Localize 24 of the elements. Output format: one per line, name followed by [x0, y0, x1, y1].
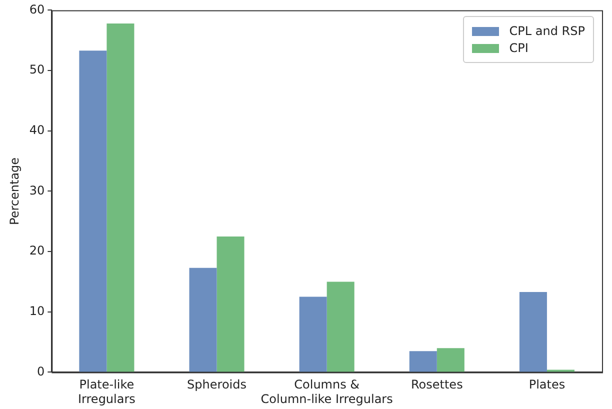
bar [106, 23, 134, 372]
y-tick-label: 50 [29, 62, 45, 77]
bar [216, 236, 244, 372]
bar [519, 292, 547, 372]
bar [436, 348, 464, 372]
legend-label: CPI [509, 41, 528, 56]
bar [299, 296, 327, 372]
y-tick-label: 30 [29, 183, 45, 198]
y-tick-label: 10 [29, 304, 45, 318]
bar [326, 282, 354, 372]
y-tick-label: 60 [29, 2, 45, 16]
y-tick-label: 0 [37, 364, 45, 378]
legend-label: CPL and RSP [509, 24, 585, 38]
x-tick-label: Spheroids [187, 378, 246, 392]
y-axis-title: Percentage [7, 157, 22, 225]
bar [79, 50, 107, 372]
x-tick-label: Plate-like Irregulars [78, 378, 136, 406]
y-tick-label: 20 [29, 244, 45, 258]
x-tick-label: Rosettes [410, 378, 463, 392]
x-tick-label: Columns & Column-like Irregulars [260, 378, 393, 406]
x-tick-label: Plates [528, 378, 566, 392]
y-tick-label: 40 [29, 122, 45, 137]
bar [409, 351, 437, 372]
bar [189, 268, 217, 372]
